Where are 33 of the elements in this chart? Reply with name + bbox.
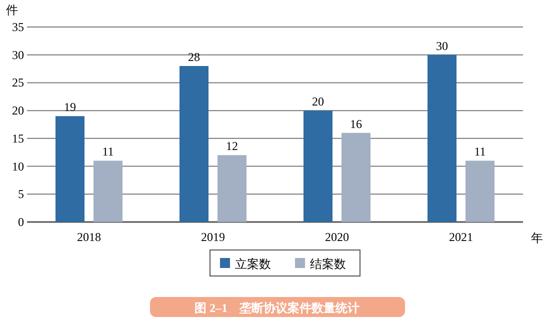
bar <box>304 110 332 222</box>
y-tick-label: 25 <box>12 76 24 90</box>
x-tick-label: 2018 <box>77 230 101 244</box>
y-tick-label: 30 <box>12 48 24 62</box>
text: 图 2–1 垄断协议案件数量统计 <box>194 301 360 315</box>
y-tick-label: 0 <box>18 215 24 229</box>
bar <box>218 155 246 222</box>
y-tick-label: 35 <box>12 20 24 34</box>
y-axis-title: 件 <box>6 3 18 17</box>
data-label: 19 <box>64 100 76 114</box>
bar <box>428 54 456 222</box>
data-label: 30 <box>436 38 448 53</box>
data-label: 16 <box>350 116 362 131</box>
bar <box>342 132 370 222</box>
data-label: 28 <box>188 50 200 64</box>
bar <box>94 160 122 222</box>
bar <box>56 116 84 222</box>
x-tick-label: 2019 <box>201 230 225 244</box>
legend-label: 立案数 <box>235 257 271 271</box>
y-tick-label: 5 <box>18 187 24 202</box>
data-label: 20 <box>312 94 324 109</box>
x-tick-label: 2021 <box>449 230 473 244</box>
x-tick-label: 2020 <box>325 230 349 244</box>
legend-label: 结案数 <box>310 257 346 271</box>
data-label: 11 <box>102 144 114 159</box>
bar <box>180 66 208 222</box>
bar <box>466 160 494 222</box>
data-label: 11 <box>474 144 486 159</box>
y-tick-label: 20 <box>12 104 24 118</box>
data-label: 12 <box>226 139 238 154</box>
y-tick-label: 10 <box>12 159 24 174</box>
x-axis-title: 年 <box>531 231 543 245</box>
y-tick-label: 15 <box>12 131 24 146</box>
